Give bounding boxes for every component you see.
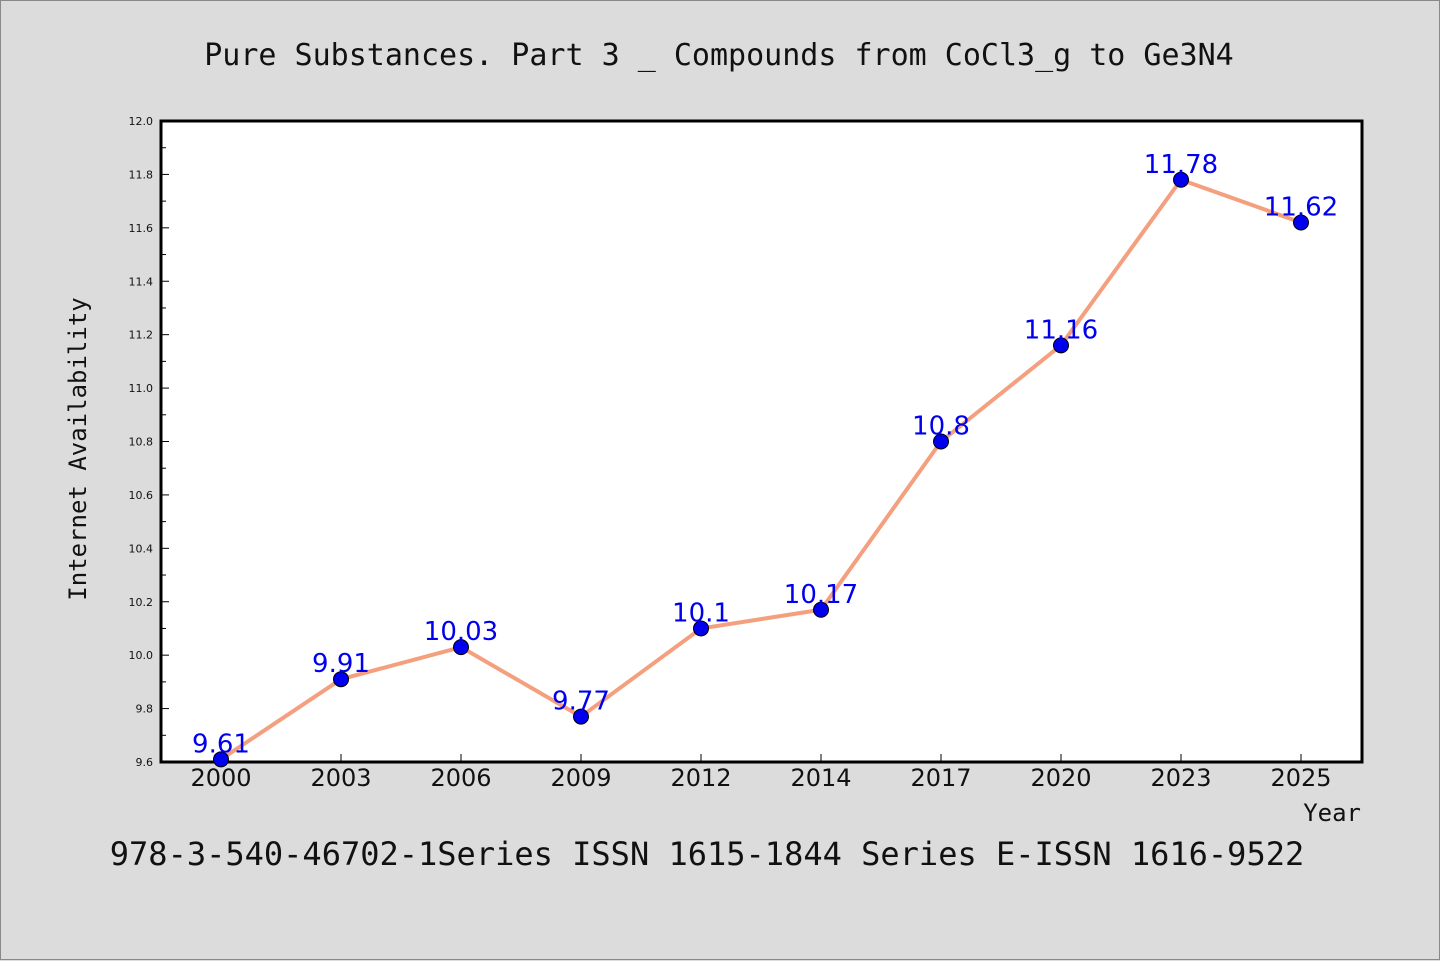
x-tick-label: 2014 [790, 764, 851, 792]
data-label: 10.03 [424, 617, 498, 647]
x-axis: 2000 2003 2006 2009 2012 2014 2017 2020 2023 2025 [190, 754, 1332, 792]
data-label: 10.17 [784, 580, 858, 610]
y-tick-label: 11.6 [129, 222, 154, 235]
data-label: 9.61 [192, 729, 250, 759]
data-series [213, 171, 1309, 768]
x-axis-label: Year [1303, 799, 1361, 827]
data-label: 10.8 [912, 412, 970, 442]
data-point [933, 433, 949, 450]
y-tick-label: 11.8 [129, 168, 154, 181]
x-tick-label: 2012 [670, 764, 731, 792]
footer-isbn-issn: 978-3-540-46702-1Series ISSN 1615-1844 S… [110, 835, 1304, 873]
y-tick-label: 11.0 [129, 382, 154, 395]
data-point [813, 601, 829, 618]
series-line [219, 177, 1303, 762]
y-axis: 9.6 9.8 10.0 10.2 10.4 10.6 10.8 11.0 11.2 11.4 11… [129, 115, 169, 769]
y-tick-label: 10.4 [129, 542, 154, 555]
y-tick-label: 12.0 [129, 115, 154, 128]
data-point [213, 751, 229, 768]
x-tick-label: 2020 [1030, 764, 1091, 792]
data-labels: 9.61 9.91 10.03 9.77 10.1 10.17 10.8 11.16 11.78… [192, 150, 1338, 760]
data-point [693, 620, 709, 637]
data-point [333, 671, 349, 688]
x-tick-label: 2025 [1270, 764, 1331, 792]
data-label: 11.78 [1144, 150, 1218, 180]
x-tick-label: 2000 [190, 764, 251, 792]
data-point [1053, 337, 1069, 354]
data-point [453, 639, 469, 656]
y-tick-label: 9.6 [136, 756, 154, 769]
y-tick-label: 11.4 [129, 275, 154, 288]
data-label: 9.77 [552, 687, 610, 717]
x-tick-label: 2009 [550, 764, 611, 792]
chart-title: Pure Substances. Part 3 _ Compounds from… [204, 38, 1234, 73]
y-axis-label: Internet Availability [64, 297, 92, 600]
data-label: 9.91 [312, 649, 370, 679]
data-point [573, 708, 589, 725]
x-tick-label: 2006 [430, 764, 491, 792]
y-tick-label: 9.8 [136, 703, 154, 716]
x-tick-label: 2023 [1150, 764, 1211, 792]
y-tick-label: 10.8 [129, 436, 154, 449]
y-tick-label: 10.6 [129, 489, 154, 502]
data-point [1173, 171, 1189, 188]
x-tick-label: 2003 [310, 764, 371, 792]
plot-area [159, 119, 1364, 764]
data-label: 11.62 [1264, 192, 1338, 222]
data-label: 11.16 [1024, 315, 1098, 345]
y-tick-label: 10.0 [129, 649, 154, 662]
data-label: 10.1 [672, 598, 730, 628]
y-tick-label: 10.2 [129, 596, 154, 609]
data-point [1293, 214, 1309, 231]
y-tick-label: 11.2 [129, 329, 154, 342]
x-tick-label: 2017 [910, 764, 971, 792]
